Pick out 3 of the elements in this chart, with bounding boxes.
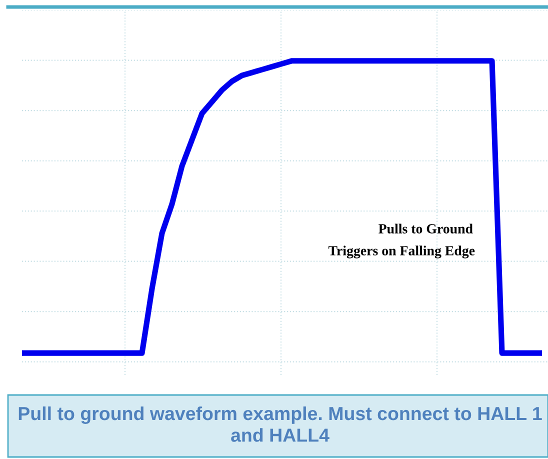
- text: Pull to ground waveform example. Must connect to HALL 1 and HALL4: [18, 406, 542, 442]
- annotation: Triggers on Falling Edge: [328, 246, 475, 258]
- annotation: Pulls to Ground: [378, 224, 473, 234]
